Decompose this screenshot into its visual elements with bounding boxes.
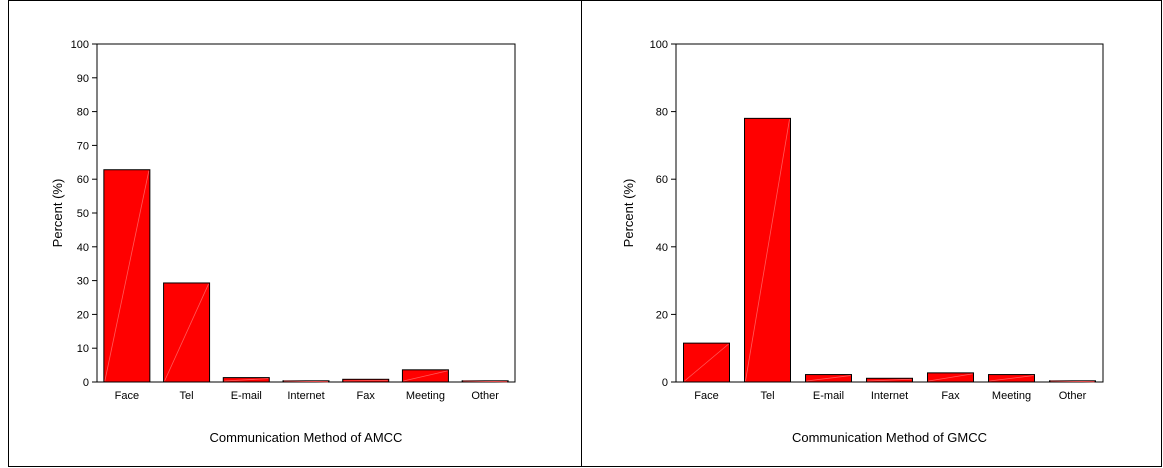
x-tick-label: Face [115,390,139,402]
y-tick-label: 80 [77,107,89,119]
bar-shading [806,375,851,382]
y-tick-label: 0 [83,377,89,389]
x-tick-label: Internet [871,390,908,402]
x-tick-label: Tel [180,390,194,402]
y-tick-label: 100 [71,39,89,51]
x-tick-label: Fax [941,390,960,402]
bar-shading [104,170,150,382]
bar-shading [463,380,508,383]
x-tick-label: Tel [760,390,774,402]
bar-internet [866,377,913,383]
bar-meeting [988,374,1035,383]
x-tick-label: Internet [287,390,324,402]
y-tick-label: 60 [77,174,89,186]
bar-face [683,342,730,383]
bar-shading [745,119,790,382]
y-tick-label: 100 [650,39,668,51]
chart-amcc: 0 10 20 30 40 50 60 70 80 90 100 Face Tel E-mail Inter… [50,39,516,445]
bar-face [103,169,151,383]
x-tick-label: Other [471,390,499,402]
y-tick-label: 70 [77,140,89,152]
bar-shading [224,378,269,382]
bar-shading [283,380,329,383]
y-tick-label: 10 [77,343,89,355]
bar-meeting [401,369,449,383]
bar-shading [164,283,209,382]
x-axis-label: Communication Method of AMCC [210,430,403,445]
bar-e-mail [222,377,270,383]
x-tick-label: Face [694,390,718,402]
bar-shading [684,343,729,382]
bar-shading [343,379,388,382]
chart-gmcc: 0 20 40 60 80 100 Face Tel E-mail Internet Fax Meet… [621,39,1104,445]
bar-shading [928,373,973,382]
y-tick-label: 30 [77,276,89,288]
plot-area [675,43,1104,383]
x-tick-label: Meeting [992,390,1031,402]
y-tick-label: 80 [656,107,668,119]
x-tick-label: Meeting [406,390,445,402]
bar-other [461,380,509,383]
y-axis-label: Percent (%) [621,179,636,248]
panel-divider [581,0,582,467]
bar-e-mail [805,374,852,383]
bar-shading [403,370,448,382]
y-tick-label: 20 [77,309,89,321]
plot-area [96,43,516,383]
bar-other [1049,380,1096,383]
bar-shading [989,375,1034,382]
x-tick-label: E-mail [813,390,844,402]
x-tick-label: Fax [357,390,376,402]
y-tick-label: 50 [77,208,89,220]
x-axis-label: Communication Method of GMCC [792,430,987,445]
x-tick-label: Other [1059,390,1087,402]
bar-tel [163,282,211,383]
bar-tel [744,117,791,383]
y-tick-label: 40 [77,242,89,254]
x-tick-label: E-mail [231,390,262,402]
figure-frame [8,0,1162,467]
bar-fax [342,378,390,383]
bar-fax [927,372,974,383]
y-tick-label: 60 [656,174,668,186]
y-tick-label: 0 [662,377,668,389]
y-tick-label: 40 [656,242,668,254]
y-tick-label: 90 [77,73,89,85]
y-axis-label: Percent (%) [50,179,65,248]
bar-shading [1050,380,1095,383]
bar-shading [867,378,912,382]
bar-internet [282,380,330,383]
y-tick-label: 20 [656,309,668,321]
